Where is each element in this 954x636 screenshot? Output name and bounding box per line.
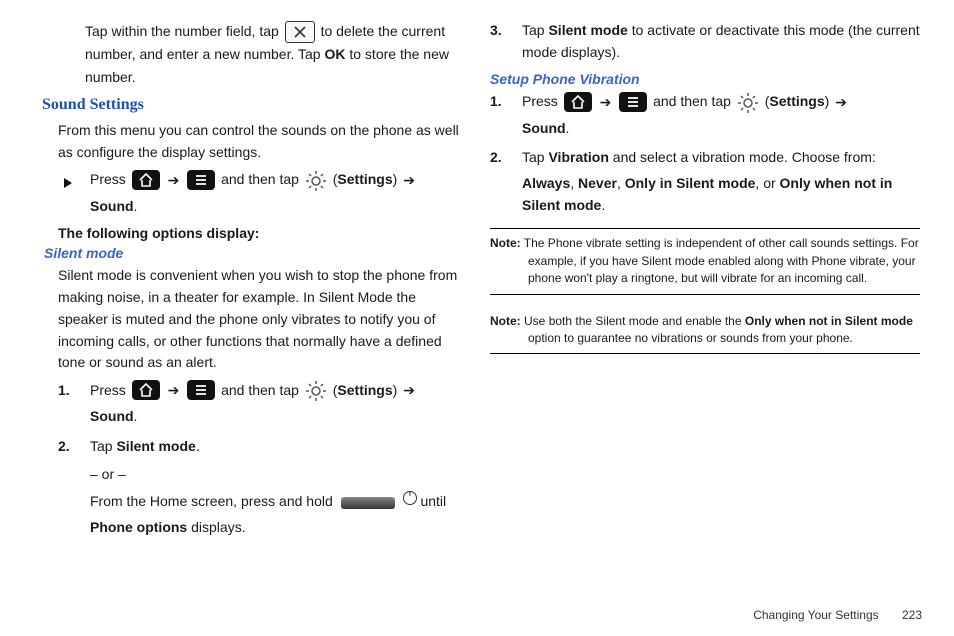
triangle-bullet-icon — [64, 173, 72, 195]
two-column-layout: Tap within the number field, tap to dele… — [30, 20, 924, 547]
gear-icon — [737, 92, 759, 114]
options-display-label: The following options display: — [58, 225, 460, 241]
step-number: 2. — [58, 436, 70, 458]
left-column: Tap within the number field, tap to dele… — [30, 20, 460, 547]
menu-icon — [619, 92, 647, 112]
step-3: 3. Tap Silent mode to activate or deacti… — [490, 20, 920, 63]
arrow-icon: ➔ — [835, 92, 847, 114]
tap-label: Tap — [90, 438, 113, 454]
or-label: – or – — [90, 466, 126, 482]
ok-label: OK — [324, 46, 345, 62]
note-1-text: The Phone vibrate setting is independent… — [524, 236, 919, 285]
from-home-label: From the Home screen, press and hold — [90, 493, 333, 509]
displays-label: displays. — [191, 519, 245, 535]
page-number: 223 — [902, 608, 922, 622]
settings-label: Settings — [769, 93, 824, 109]
note-label: Note: — [490, 314, 521, 328]
vib-step-2: 2. Tap Vibration and select a vibration … — [490, 147, 920, 216]
step-number: 3. — [490, 20, 502, 42]
press-label: Press — [90, 382, 126, 398]
silent-mode-label: Silent mode — [116, 438, 195, 454]
sound-settings-heading: Sound Settings — [42, 96, 460, 114]
note-1: Note: The Phone vibrate setting is indep… — [490, 228, 920, 294]
silent-mode-heading: Silent mode — [44, 245, 460, 261]
sound-settings-intro: From this menu you can control the sound… — [58, 120, 460, 163]
arrow-icon: ➔ — [403, 170, 415, 192]
or-label: or — [763, 175, 775, 191]
vib-step-1: 1. Press ➔ and then tap (Settings) ➔ — [490, 91, 920, 139]
power-symbol-icon — [403, 491, 417, 505]
opt-silent: Only in Silent mode — [625, 175, 756, 191]
delete-x-icon — [285, 21, 315, 43]
step-1: 1. Press ➔ and then tap (Settings) ➔ — [58, 380, 460, 428]
intro-paragraph: Tap within the number field, tap to dele… — [85, 20, 460, 88]
step-number: 1. — [490, 91, 502, 113]
vibration-label: Vibration — [548, 149, 608, 165]
and-then-tap-label: and then tap — [221, 171, 299, 187]
footer-section: Changing Your Settings — [753, 608, 878, 622]
setup-vibration-heading: Setup Phone Vibration — [490, 71, 920, 87]
sound-label: Sound — [522, 120, 566, 136]
phone-options-label: Phone options — [90, 519, 187, 535]
tap-label: Tap — [522, 22, 545, 38]
settings-label: Settings — [337, 382, 392, 398]
select-mode-label: and select a vibration mode. Choose from… — [613, 149, 876, 165]
press-label: Press — [522, 93, 558, 109]
note-label: Note: — [490, 236, 521, 250]
home-icon — [132, 380, 160, 400]
menu-icon — [187, 170, 215, 190]
silent-mode-label: Silent mode — [548, 22, 627, 38]
gear-icon — [305, 170, 327, 192]
silent-mode-steps: 1. Press ➔ and then tap (Settings) ➔ — [58, 380, 460, 539]
settings-label: Settings — [337, 171, 392, 187]
note-2: Note: Use both the Silent mode and enabl… — [490, 307, 920, 355]
arrow-icon: ➔ — [600, 92, 612, 114]
step-number: 2. — [490, 147, 502, 169]
silent-mode-body: Silent mode is convenient when you wish … — [58, 265, 460, 373]
and-then-tap-label: and then tap — [221, 382, 299, 398]
right-column: 3. Tap Silent mode to activate or deacti… — [490, 20, 920, 547]
vibration-steps: 1. Press ➔ and then tap (Settings) ➔ — [490, 91, 920, 216]
arrow-icon: ➔ — [168, 170, 180, 192]
gear-icon — [305, 380, 327, 402]
note-2-bold: Only when not in Silent mode — [745, 314, 913, 328]
arrow-icon: ➔ — [168, 380, 180, 402]
note-2-pre: Use both the Silent mode and enable the — [524, 314, 742, 328]
nav-instruction: Press ➔ and then tap (Settings) ➔ Sound. — [58, 169, 460, 217]
manual-page: Tap within the number field, tap to dele… — [0, 0, 954, 636]
note-2-post: option to guarantee no vibrations or sou… — [528, 331, 853, 345]
silent-mode-steps-cont: 3. Tap Silent mode to activate or deacti… — [490, 20, 920, 63]
arrow-icon: ➔ — [403, 380, 415, 402]
intro-text-pre: Tap within the number field, tap — [85, 23, 279, 39]
power-button-icon — [341, 497, 395, 509]
home-icon — [132, 170, 160, 190]
step-number: 1. — [58, 380, 70, 402]
menu-icon — [187, 380, 215, 400]
opt-always: Always — [522, 175, 570, 191]
sound-label: Sound — [90, 408, 134, 424]
home-icon — [564, 92, 592, 112]
page-footer: Changing Your Settings 223 — [753, 608, 922, 622]
until-label: until — [420, 493, 446, 509]
and-then-tap-label: and then tap — [653, 93, 731, 109]
sound-label: Sound — [90, 198, 134, 214]
tap-label: Tap — [522, 149, 545, 165]
opt-never: Never — [578, 175, 617, 191]
step-2: 2. Tap Silent mode. – or – From the Home… — [58, 436, 460, 539]
press-label: Press — [90, 171, 126, 187]
